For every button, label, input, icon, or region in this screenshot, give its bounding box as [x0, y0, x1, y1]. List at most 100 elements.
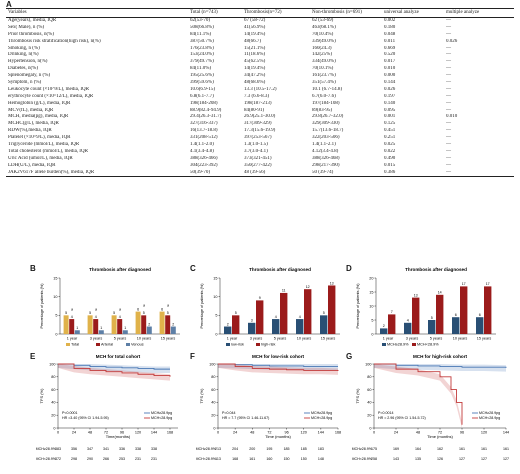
table-cell: 13.3 (10.5-17.2) [244, 86, 277, 92]
table-header-cell: Thrombosis(n=72) [244, 10, 282, 15]
table-cell: 0.002 [384, 18, 396, 23]
table-cell: — [446, 121, 451, 127]
bar-value-label: 4 [275, 315, 277, 319]
table-cell: — [446, 45, 451, 51]
table-cell: 11(18.6%) [244, 52, 266, 58]
table-cell: 15(21.1%) [244, 45, 266, 51]
risk-table-value: 135 [415, 457, 421, 461]
y-axis-label: Percentage of patients (%) [356, 283, 360, 329]
y-tick-label: 15 [213, 276, 217, 280]
x-axis-label: Time(months) [106, 434, 131, 439]
table-cell: 62 (53-69) [312, 18, 334, 23]
table-header-cell: universal analyze [384, 10, 419, 15]
bar [436, 294, 444, 334]
table-cell: — [446, 107, 451, 113]
chart-title: Thrombosis after diagnosed [89, 267, 151, 272]
x-tick-label: 120 [481, 431, 487, 435]
y-tick-label: 100 [209, 362, 215, 366]
stat-text: HR = 2.96 (95% CI 1.54-5.72) [378, 416, 426, 420]
table-cell: 84(11.1%) [190, 31, 212, 37]
x-tick-label: 1 year [227, 337, 238, 341]
bar [224, 326, 232, 334]
risk-table-value: 168 [232, 457, 238, 461]
table-cell: — [446, 31, 451, 37]
table-cell: 89(83-95) [312, 107, 332, 113]
bar [122, 330, 128, 334]
risk-table-value: 175 [371, 447, 377, 451]
table-cell: — [446, 24, 451, 30]
table-cell: 0.026 [446, 38, 458, 44]
x-axis-label: Time (months) [427, 434, 453, 439]
legend-label: MCH≥28.9pg [151, 411, 172, 415]
risk-table-value: 185 [301, 447, 307, 451]
table-cell: 6.7(6.0-7.6) [312, 93, 336, 99]
x-tick-label: 144 [503, 431, 509, 435]
table-cell: 14(19.4%) [244, 31, 266, 37]
legend-label: MCH≥28.9% [387, 343, 409, 347]
x-tick-label: 15 years [321, 337, 336, 341]
panel-label-b: B [30, 264, 36, 273]
table-row: MCHC(g/L), media, IQR 327(316-337) 317(309… [6, 121, 514, 128]
risk-table-value: 169 [393, 447, 399, 451]
table-cell: MCV(fL), media, IQR [8, 107, 54, 113]
table-cell: RDW(%),media, IQR [8, 128, 52, 134]
table-cell: Age(years), media, IQR [8, 18, 57, 23]
table-cell: — [446, 100, 451, 106]
legend-swatch [382, 343, 386, 346]
x-axis-label: Time (months) [265, 434, 291, 439]
y-tick-label: 60 [51, 388, 55, 392]
risk-table-value: 204 [232, 447, 238, 451]
bar-value-label: 6 [455, 313, 457, 317]
y-tick-label: 0 [55, 332, 57, 336]
legend-label: low-risk [231, 343, 244, 347]
risk-table-value: 127 [481, 457, 487, 461]
risk-table-value: 161 [481, 447, 487, 451]
table-row: erythrocyte count (×10^12/L), media, IQR… [6, 94, 514, 101]
risk-table-value: 290 [87, 457, 93, 461]
x-tick-label: 1 year [383, 337, 394, 341]
table-cell: 373(321-451) [244, 155, 272, 161]
y-tick-label: 100 [49, 362, 55, 366]
confidence-band [58, 364, 170, 373]
bar-value-label: 2 [227, 322, 229, 326]
risk-table-label: MCH<28.9% [196, 457, 217, 461]
risk-table-value: 127 [459, 457, 465, 461]
table-cell: 0.095 [384, 107, 396, 113]
table-cell: 0.125 [384, 121, 396, 127]
table-cell: 50 (39-74) [312, 169, 334, 175]
bar-value-label: 3 [251, 319, 253, 323]
risk-table-value: 338 [135, 447, 141, 451]
y-tick-label: 60 [211, 388, 215, 392]
y-tick-label: 10 [369, 304, 373, 308]
bar-value-label: 1 [76, 326, 78, 330]
bar [280, 292, 288, 334]
bar-value-label: 5 [89, 311, 91, 315]
panel-label-a: A [6, 0, 12, 9]
table-cell: — [446, 73, 451, 79]
bar [87, 315, 93, 334]
table-cell: 198(184-208) [190, 100, 218, 106]
bar [170, 326, 176, 334]
table-cell: 322(203-506) [312, 135, 340, 141]
table-cell: — [446, 80, 451, 86]
y-tick-label: 5 [55, 314, 57, 318]
bar [69, 319, 75, 334]
table-cell: Smoking, n (%) [8, 45, 40, 51]
table-cell: 10.1 (6.7-14.8) [312, 86, 342, 92]
y-tick-label: 5 [371, 318, 373, 322]
x-tick-label: 0 [57, 431, 59, 435]
legend-label: MCH<28.9pg [479, 416, 500, 420]
bar-value-label: 5 [167, 311, 169, 315]
table-cell: — [446, 148, 451, 154]
legend-label: MCH≥28.9pg [311, 411, 332, 415]
risk-table-value: 258 [371, 457, 377, 461]
y-axis-label: TFS (%) [199, 388, 204, 404]
table-cell: 0.386 [384, 169, 396, 175]
stat-text: P=0.0014 [378, 411, 394, 415]
table-cell: 84(11.0%) [190, 66, 212, 72]
table-cell: 298(217-390) [312, 162, 340, 168]
x-tick-label: 48 [416, 431, 420, 435]
bar [412, 297, 420, 334]
bar-value-label: 17 [462, 282, 466, 286]
y-axis-label: TFS (%) [39, 388, 44, 404]
